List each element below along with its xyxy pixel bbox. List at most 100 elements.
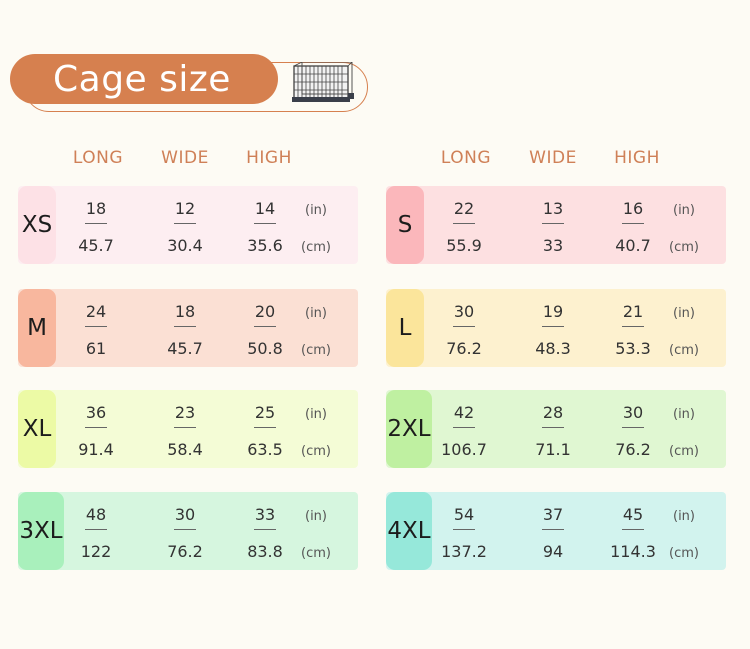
fraction-line — [622, 223, 644, 224]
long-centimeters: 45.7 — [78, 236, 114, 255]
unit-inches: (in) — [305, 407, 327, 422]
fraction-line — [254, 223, 276, 224]
size-card-s: S 22 55.9 13 33 16 40.7 (in) (cm) — [386, 186, 726, 264]
wire-cage-icon — [292, 62, 354, 102]
high-inches: 20 — [254, 302, 276, 321]
wide-centimeters: 48.3 — [535, 339, 571, 358]
cage-size-header: Cage size — [10, 54, 368, 112]
unit-centimeters: (cm) — [669, 343, 699, 358]
long-value: 24 61 — [66, 289, 126, 367]
size-badge: 3XL — [18, 492, 64, 570]
fraction-line — [542, 427, 564, 428]
wide-value: 28 71.1 — [523, 390, 583, 468]
wide-inches: 30 — [174, 505, 196, 524]
wide-inches: 12 — [174, 199, 196, 218]
long-value: 22 55.9 — [434, 186, 494, 264]
fraction-line — [622, 326, 644, 327]
wide-inches: 13 — [542, 199, 564, 218]
header-pill: Cage size — [10, 54, 278, 104]
high-value: 25 63.5 — [235, 390, 295, 468]
wide-value: 37 94 — [523, 492, 583, 570]
long-inches: 36 — [85, 403, 107, 422]
fraction-line — [542, 529, 564, 530]
wide-value: 13 33 — [523, 186, 583, 264]
unit-inches: (in) — [305, 306, 327, 321]
high-centimeters: 50.8 — [247, 339, 283, 358]
size-card-xl: XL 36 91.4 23 58.4 25 63.5 (in) (cm) — [18, 390, 358, 468]
unit-inches: (in) — [673, 203, 695, 218]
long-value: 54 137.2 — [434, 492, 494, 570]
wide-centimeters: 45.7 — [167, 339, 203, 358]
wide-inches: 19 — [542, 302, 564, 321]
column-wide-left: WIDE — [161, 148, 209, 168]
size-card-xs: XS 18 45.7 12 30.4 14 35.6 (in) (cm) — [18, 186, 358, 264]
unit-centimeters: (cm) — [301, 546, 331, 561]
fraction-line — [254, 529, 276, 530]
wide-inches: 37 — [542, 505, 564, 524]
high-centimeters: 83.8 — [247, 542, 283, 561]
wide-centimeters: 33 — [542, 236, 564, 255]
high-inches: 14 — [254, 199, 276, 218]
fraction-line — [542, 223, 564, 224]
fraction-line — [254, 427, 276, 428]
unit-inches: (in) — [305, 203, 327, 218]
unit-inches: (in) — [305, 509, 327, 524]
column-high-right: HIGH — [614, 148, 660, 168]
high-centimeters: 35.6 — [247, 236, 283, 255]
high-inches: 33 — [254, 505, 276, 524]
long-inches: 42 — [453, 403, 475, 422]
fraction-line — [85, 529, 107, 530]
high-inches: 16 — [622, 199, 644, 218]
high-inches: 45 — [622, 505, 644, 524]
high-inches: 25 — [254, 403, 276, 422]
fraction-line — [453, 529, 475, 530]
long-value: 18 45.7 — [66, 186, 126, 264]
column-long-right: LONG — [440, 148, 492, 168]
fraction-line — [85, 223, 107, 224]
fraction-line — [174, 223, 196, 224]
fraction-line — [453, 223, 475, 224]
column-high-left: HIGH — [246, 148, 292, 168]
high-value: 33 83.8 — [235, 492, 295, 570]
long-centimeters: 106.7 — [441, 440, 487, 459]
size-badge: S — [386, 186, 424, 264]
long-centimeters: 91.4 — [78, 440, 114, 459]
wide-centimeters: 30.4 — [167, 236, 203, 255]
long-value: 42 106.7 — [434, 390, 494, 468]
unit-centimeters: (cm) — [301, 444, 331, 459]
unit-centimeters: (cm) — [669, 240, 699, 255]
size-badge: 2XL — [386, 390, 432, 468]
size-badge: 4XL — [386, 492, 432, 570]
long-inches: 24 — [85, 302, 107, 321]
wide-centimeters: 94 — [542, 542, 564, 561]
fraction-line — [622, 529, 644, 530]
fraction-line — [453, 427, 475, 428]
fraction-line — [542, 326, 564, 327]
wide-centimeters: 76.2 — [167, 542, 203, 561]
long-centimeters: 55.9 — [446, 236, 482, 255]
unit-centimeters: (cm) — [669, 444, 699, 459]
long-inches: 22 — [453, 199, 475, 218]
high-value: 30 76.2 — [603, 390, 663, 468]
long-centimeters: 76.2 — [446, 339, 482, 358]
high-centimeters: 114.3 — [610, 542, 656, 561]
size-card-3xl: 3XL 48 122 30 76.2 33 83.8 (in) (cm) — [18, 492, 358, 570]
page-title: Cage size — [53, 58, 231, 100]
long-centimeters: 137.2 — [441, 542, 487, 561]
size-card-4xl: 4XL 54 137.2 37 94 45 114.3 (in) (cm) — [386, 492, 726, 570]
high-inches: 30 — [622, 403, 644, 422]
high-centimeters: 63.5 — [247, 440, 283, 459]
fraction-line — [622, 427, 644, 428]
high-centimeters: 40.7 — [615, 236, 651, 255]
size-badge: XS — [18, 186, 56, 264]
high-inches: 21 — [622, 302, 644, 321]
high-centimeters: 53.3 — [615, 339, 651, 358]
wide-value: 23 58.4 — [155, 390, 215, 468]
size-card-2xl: 2XL 42 106.7 28 71.1 30 76.2 (in) (cm) — [386, 390, 726, 468]
high-value: 14 35.6 — [235, 186, 295, 264]
unit-inches: (in) — [673, 509, 695, 524]
size-badge: L — [386, 289, 424, 367]
size-card-m: M 24 61 18 45.7 20 50.8 (in) (cm) — [18, 289, 358, 367]
high-centimeters: 76.2 — [615, 440, 651, 459]
fraction-line — [85, 326, 107, 327]
